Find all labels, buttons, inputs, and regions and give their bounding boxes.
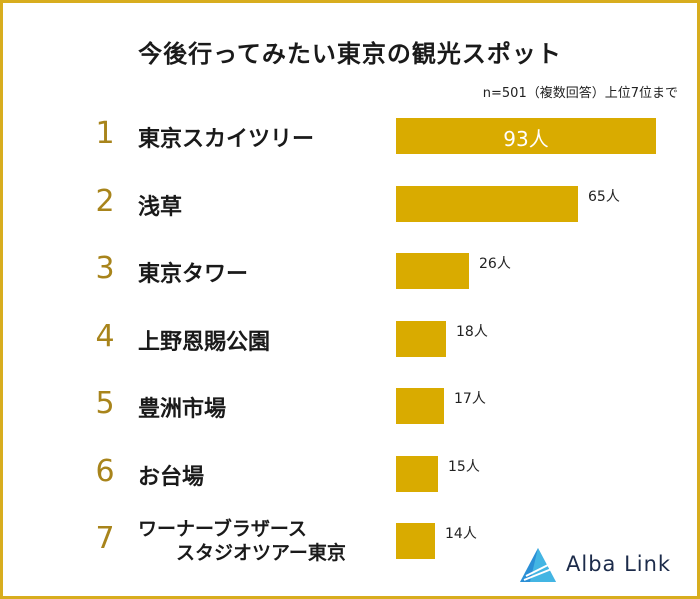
bar	[396, 388, 444, 424]
rank-number: 4	[95, 318, 115, 354]
bar	[396, 253, 469, 289]
category-label: 東京タワー	[138, 262, 249, 287]
bar	[396, 523, 435, 559]
category-label-line1: ワーナーブラザース	[138, 518, 307, 540]
alba-link-logo-icon	[520, 548, 556, 582]
alba-link-logo-text: Alba Link	[566, 552, 672, 576]
value-label: 93人	[503, 127, 549, 151]
rank-number: 5	[95, 386, 115, 421]
value-label: 18人	[456, 323, 488, 340]
rank-number: 2	[95, 183, 115, 219]
chart-title: 今後行ってみたい東京の観光スポット	[138, 40, 562, 68]
value-label: 17人	[454, 391, 486, 407]
value-label: 65人	[588, 188, 620, 205]
category-label: 豊洲市場	[138, 397, 227, 422]
category-label: ワーナーブラザース スタジオツアー東京	[138, 517, 346, 565]
bar	[396, 320, 446, 357]
category-label-line2: スタジオツアー東京	[176, 542, 346, 564]
category-label: 浅草	[138, 194, 183, 220]
bar	[396, 455, 438, 492]
category-label: 上野恩賜公園	[138, 329, 271, 355]
value-label: 14人	[445, 526, 477, 542]
chart-subtitle: n=501（複数回答）上位7位まで	[482, 86, 678, 101]
rank-number: 1	[95, 116, 115, 151]
value-label: 26人	[479, 256, 511, 272]
rank-number: 3	[95, 251, 115, 286]
bar	[396, 185, 578, 222]
alba-link-logo: Alba Link	[516, 548, 686, 584]
bar	[396, 118, 656, 154]
category-label: お台場	[138, 464, 205, 490]
category-label: 東京スカイツリー	[138, 127, 315, 152]
rank-number: 6	[95, 453, 115, 489]
rank-number: 7	[95, 521, 115, 556]
value-label: 15人	[448, 458, 480, 475]
